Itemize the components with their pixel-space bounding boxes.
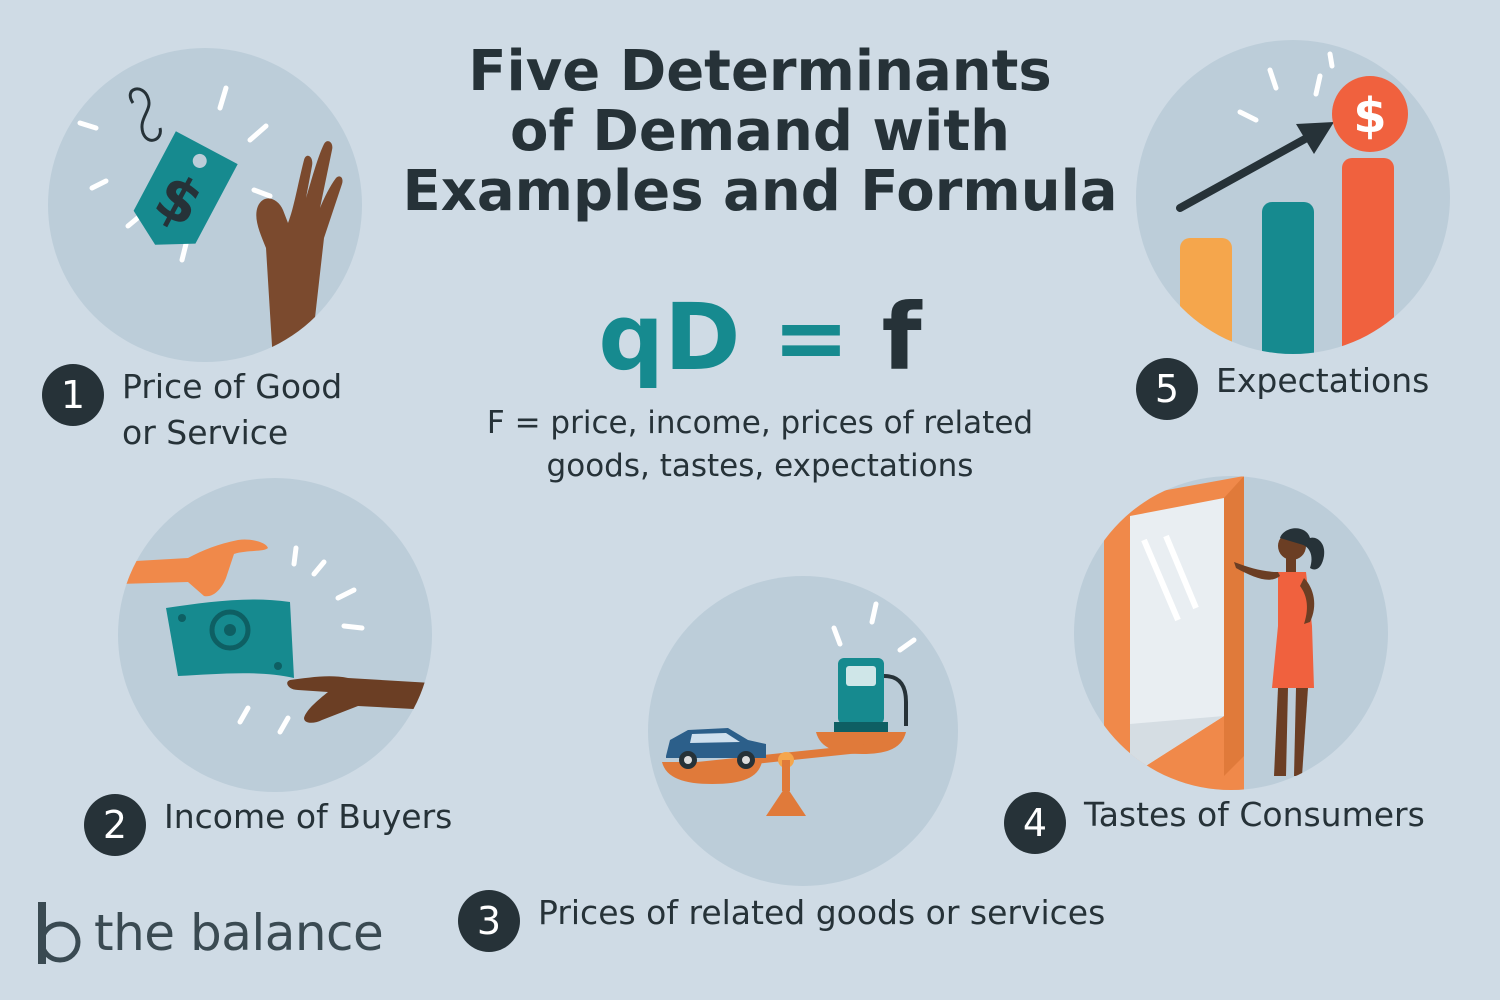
expectations-illustration: $: [1136, 40, 1450, 354]
determinant-5-label: Expectations: [1216, 361, 1430, 400]
brand-logo: the balance: [34, 898, 384, 968]
determinant-4-number: 4: [1004, 792, 1066, 854]
determinant-1: 1 Price of Good or Service: [42, 364, 372, 456]
brand-name: the balance: [94, 904, 384, 962]
determinant-4-label: Tastes of Consumers: [1084, 795, 1425, 834]
title-line-3: Examples and Formula: [402, 159, 1118, 224]
formula-lhs: qD: [598, 284, 741, 391]
income-illustration: [118, 478, 432, 792]
determinant-2-label: Income of Buyers: [164, 797, 453, 836]
determinant-1-label: Price of Good or Service: [122, 367, 343, 452]
determinant-3: 3 Prices of related goods or services: [458, 890, 1105, 952]
price-tag-icon: $: [77, 85, 343, 362]
determinant-5: 5 Expectations: [1136, 358, 1429, 420]
price-tag-illustration: $: [48, 48, 362, 362]
determinant-5-number: 5: [1136, 358, 1198, 420]
determinant-3-label: Prices of related goods or services: [538, 893, 1106, 932]
determinant-4: 4 Tastes of Consumers: [1004, 792, 1425, 854]
determinant-2-number: 2: [84, 794, 146, 856]
demand-formula: qD = f: [520, 288, 1000, 388]
formula-description-line-2: goods, tastes, expectations: [546, 448, 974, 484]
tastes-illustration: [1074, 476, 1388, 790]
money-handoff-icon: [118, 539, 432, 735]
page-title: Five Determinants of Demand with Example…: [380, 42, 1140, 222]
formula-rhs: f: [881, 284, 922, 391]
formula-description: F = price, income, prices of related goo…: [440, 402, 1080, 488]
title-line-2: of Demand with: [510, 99, 1010, 164]
svg-text:$: $: [1353, 88, 1386, 144]
determinant-2: 2 Income of Buyers: [84, 794, 452, 856]
formula-equals: =: [772, 284, 850, 391]
determinant-3-number: 3: [458, 890, 520, 952]
title-line-1: Five Determinants: [468, 39, 1052, 104]
balance-logo-icon: [38, 902, 81, 964]
related-goods-illustration: [648, 576, 958, 886]
shopping-window-icon: [1104, 476, 1325, 790]
determinant-1-number: 1: [42, 364, 104, 426]
growth-chart-icon: $: [1176, 51, 1408, 354]
formula-description-line-1: F = price, income, prices of related: [486, 405, 1034, 441]
balance-scale-icon: [662, 601, 917, 816]
